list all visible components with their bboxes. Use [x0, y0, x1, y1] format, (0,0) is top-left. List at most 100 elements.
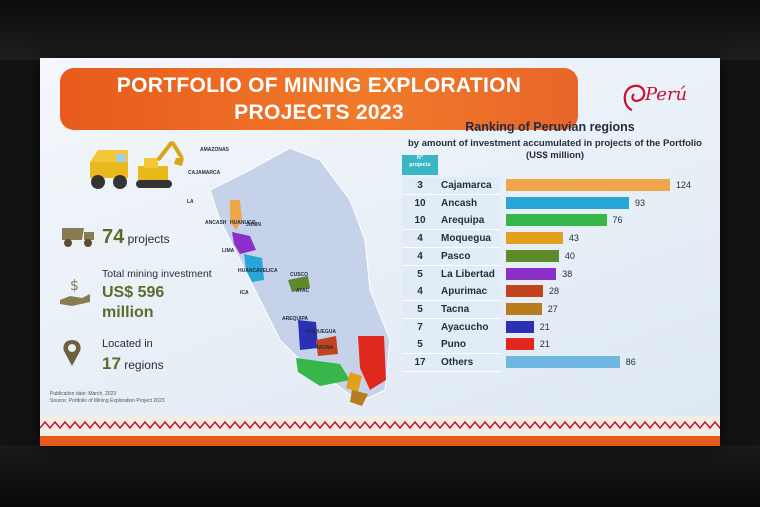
projects-label: projects — [127, 232, 170, 246]
projects-value: 74 — [102, 226, 125, 248]
region-label: Others — [441, 357, 474, 368]
region-label: Tacna — [441, 303, 470, 315]
region-label: Moquegua — [441, 233, 491, 245]
map-label: TACNA — [316, 345, 334, 351]
investment-label: Total mining investment — [102, 268, 212, 280]
map-label: ANCASH — [205, 220, 227, 226]
project-count: 10 — [414, 215, 426, 227]
table-row — [402, 247, 500, 266]
project-count: 5 — [417, 268, 423, 280]
region-label: La Libertad — [441, 268, 495, 280]
dump-truck-icon — [62, 228, 94, 247]
bar-value-label: 76 — [612, 215, 623, 226]
bar-value-label: 38 — [562, 268, 573, 279]
map-label: LIMA — [222, 248, 235, 254]
table-row — [402, 318, 500, 337]
map-label: JUNIN — [246, 222, 262, 228]
bar — [506, 232, 563, 245]
stage-floor — [0, 445, 760, 507]
table-row — [402, 230, 500, 249]
table-row — [402, 212, 500, 231]
project-count: 10 — [414, 197, 426, 209]
projects-count-header-line1: N° — [416, 155, 424, 161]
bar-value-label: 86 — [625, 357, 636, 367]
map-label: CUSCO — [290, 272, 309, 278]
table-row — [402, 283, 500, 302]
project-count: 7 — [417, 321, 423, 333]
investment-value-line1: US$ 596 — [102, 284, 165, 301]
bar — [506, 214, 607, 227]
chart-subtitle: by amount of investment accumulated in p… — [390, 138, 720, 162]
table-row — [402, 354, 500, 372]
map-label: CAJAMARCA — [188, 170, 221, 176]
location-pin-icon — [63, 340, 81, 366]
region-label: Ayacucho — [441, 321, 489, 333]
regions-label: regions — [124, 358, 164, 372]
investment-value: US$ 596 million — [102, 283, 164, 323]
project-count: 3 — [417, 180, 423, 191]
map-label: AYAC — [296, 288, 310, 294]
regions-stat: 17 regions — [102, 354, 164, 374]
map-label: AMAZONAS — [200, 147, 229, 153]
chart-subtitle-line2: (US$ million) — [525, 150, 585, 161]
peru-map — [209, 147, 391, 406]
bar-value-label: 21 — [539, 339, 550, 350]
project-count: 4 — [417, 233, 423, 245]
table-row — [402, 265, 500, 284]
bar — [506, 196, 629, 209]
project-count: 5 — [417, 339, 423, 351]
bar — [506, 249, 559, 262]
projects-count-header: N° projects — [402, 155, 438, 175]
bar — [506, 302, 542, 315]
slide-title-line1: PORTFOLIO OF MINING EXPLORATION — [116, 74, 522, 97]
curtain-top — [0, 0, 760, 60]
bar-value-label: 124 — [676, 180, 692, 190]
projects-count-header-line2: projects — [409, 162, 431, 168]
project-count: 4 — [417, 250, 423, 262]
footnote-line2: Source: Portfolio of Mining Exploration … — [50, 398, 165, 404]
bar — [506, 267, 557, 280]
project-count: 4 — [417, 286, 423, 298]
region-label: Apurimac — [441, 286, 488, 298]
mining-truck-icon — [90, 140, 184, 189]
bar — [506, 179, 670, 191]
decorative-border — [40, 416, 720, 446]
project-count: 17 — [414, 357, 426, 368]
map-label: LA — [187, 199, 194, 205]
peru-logo-icon — [623, 84, 646, 112]
logo-text: Perú — [645, 84, 688, 105]
chart-subtitle-line1: by amount of investment accumulated in p… — [407, 138, 702, 149]
bar-value-label: 43 — [568, 233, 579, 244]
bar — [506, 320, 534, 333]
svg-text:$: $ — [70, 278, 79, 294]
bar-value-label: 28 — [549, 286, 560, 297]
investment-value-line2: million — [102, 304, 154, 321]
map-label: ICA — [240, 290, 249, 296]
table-row — [402, 300, 500, 319]
table-row — [402, 177, 500, 195]
region-label: Arequipa — [441, 215, 485, 227]
slide-title-line2: PROJECTS 2023 — [234, 101, 404, 124]
footnote-line1: Publication date: March, 2023 — [50, 391, 117, 397]
bar-value-label: 40 — [564, 250, 575, 261]
slide-title: PORTFOLIO OF MINING EXPLORATION PROJECTS… — [60, 68, 578, 130]
table-row — [402, 336, 500, 355]
located-label: Located in — [102, 338, 153, 350]
project-count: 5 — [417, 303, 423, 315]
footnote: Publication date: March, 2023 Source: Po… — [50, 391, 165, 405]
table-row — [402, 194, 500, 213]
regions-value: 17 — [102, 354, 121, 373]
bar-value-label: 27 — [547, 303, 558, 314]
chart-title: Ranking of Peruvian regions — [465, 120, 635, 134]
region-label: Pasco — [441, 250, 471, 262]
projects-stat: 74 projects — [102, 226, 170, 249]
region-label: Ancash — [441, 197, 478, 209]
map-label: HUANUCO — [230, 220, 256, 226]
bar-value-label: 21 — [539, 321, 550, 332]
projection-screen: PORTFOLIO OF MINING EXPLORATION PROJECTS… — [40, 58, 720, 446]
region-label: Cajamarca — [441, 180, 492, 191]
map-label: MOQUEGUA — [306, 329, 336, 335]
bar — [506, 285, 544, 298]
bar — [506, 356, 620, 368]
bar — [506, 338, 534, 351]
